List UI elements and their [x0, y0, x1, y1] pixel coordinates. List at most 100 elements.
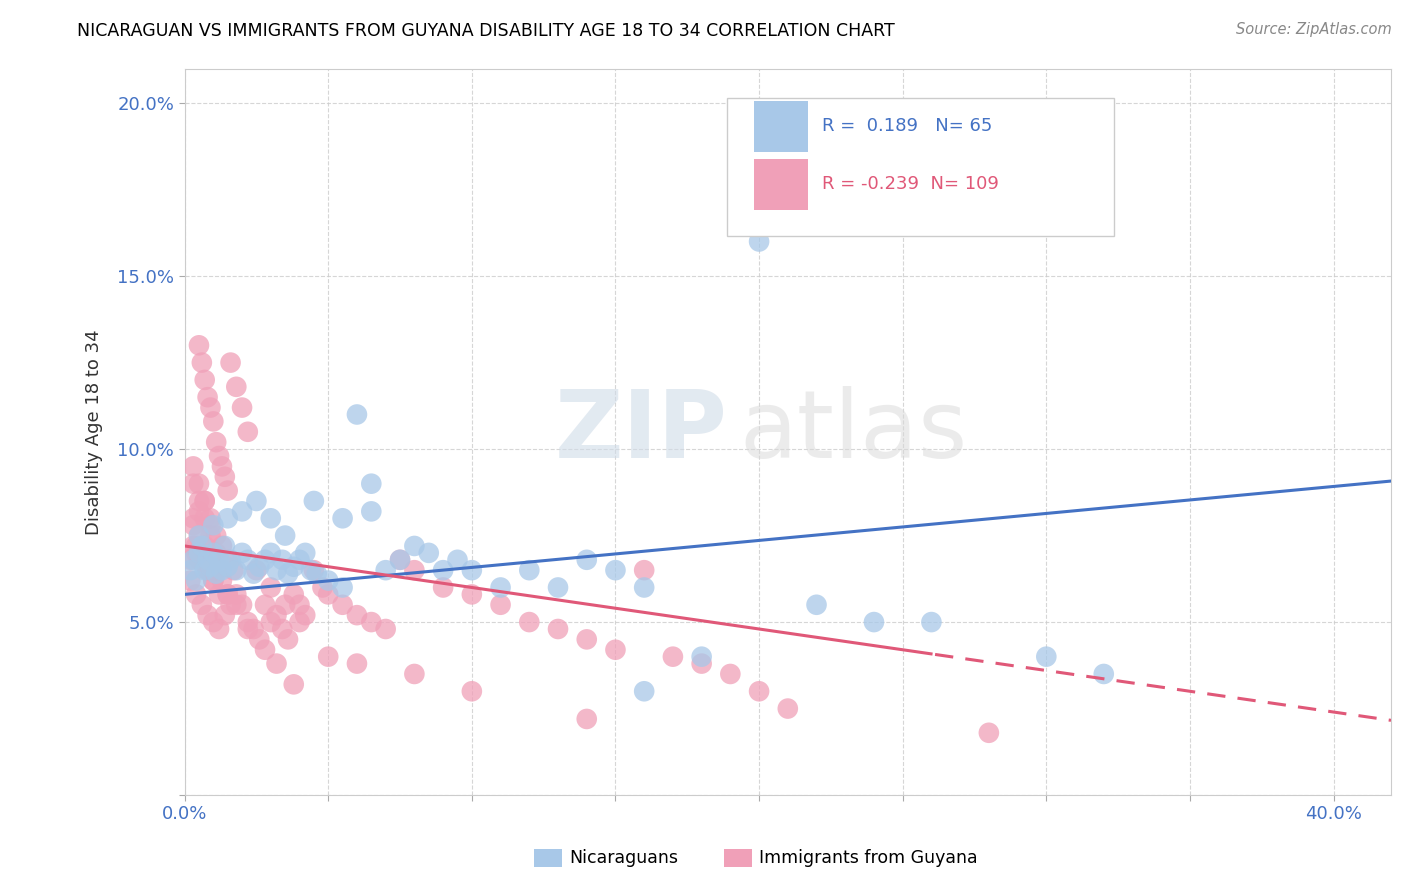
Point — [188, 338, 211, 352]
Point — [188, 546, 211, 560]
Point — [181, 459, 204, 474]
Point — [360, 476, 382, 491]
Point — [247, 559, 270, 574]
Point — [205, 563, 228, 577]
Point — [202, 414, 225, 428]
Point — [200, 553, 222, 567]
Point — [211, 459, 233, 474]
Point — [260, 615, 283, 629]
Point — [575, 712, 598, 726]
Point — [806, 598, 828, 612]
Point — [194, 511, 217, 525]
Point — [316, 587, 339, 601]
FancyBboxPatch shape — [754, 159, 808, 210]
Point — [748, 235, 770, 249]
Point — [184, 546, 207, 560]
Point — [225, 587, 247, 601]
Point — [254, 642, 277, 657]
Point — [217, 559, 239, 574]
Point — [184, 574, 207, 588]
Point — [432, 563, 454, 577]
Text: Immigrants from Guyana: Immigrants from Guyana — [759, 849, 977, 867]
Point — [208, 622, 231, 636]
Point — [194, 563, 217, 577]
Point — [404, 563, 426, 577]
Point — [181, 553, 204, 567]
Point — [202, 546, 225, 560]
Point — [191, 539, 214, 553]
Point — [197, 563, 219, 577]
Point — [547, 581, 569, 595]
Point — [404, 667, 426, 681]
Point — [202, 574, 225, 588]
Y-axis label: Disability Age 18 to 34: Disability Age 18 to 34 — [86, 329, 103, 534]
Point — [633, 684, 655, 698]
Point — [374, 563, 396, 577]
Point — [633, 563, 655, 577]
Point — [208, 587, 231, 601]
Point — [208, 449, 231, 463]
Text: R = -0.239  N= 109: R = -0.239 N= 109 — [821, 176, 998, 194]
Point — [547, 622, 569, 636]
Point — [191, 598, 214, 612]
Point — [231, 504, 253, 518]
Text: atlas: atlas — [740, 386, 967, 478]
Text: R =  0.189   N= 65: R = 0.189 N= 65 — [821, 118, 993, 136]
Point — [197, 608, 219, 623]
Point — [214, 469, 236, 483]
Point — [188, 553, 211, 567]
Point — [418, 546, 440, 560]
Point — [346, 408, 368, 422]
Point — [219, 355, 242, 369]
Point — [283, 587, 305, 601]
Point — [219, 553, 242, 567]
Point — [316, 574, 339, 588]
Point — [179, 563, 201, 577]
Point — [202, 574, 225, 588]
Point — [332, 511, 354, 525]
Point — [332, 581, 354, 595]
Point — [748, 684, 770, 698]
Point — [266, 608, 288, 623]
Point — [277, 632, 299, 647]
Point — [197, 563, 219, 577]
FancyBboxPatch shape — [727, 97, 1114, 235]
Point — [277, 566, 299, 581]
Point — [461, 684, 484, 698]
Point — [274, 528, 297, 542]
Point — [211, 563, 233, 577]
Point — [194, 373, 217, 387]
Point — [662, 649, 685, 664]
Point — [389, 553, 412, 567]
Text: NICARAGUAN VS IMMIGRANTS FROM GUYANA DISABILITY AGE 18 TO 34 CORRELATION CHART: NICARAGUAN VS IMMIGRANTS FROM GUYANA DIS… — [77, 22, 896, 40]
Point — [200, 401, 222, 415]
Point — [302, 494, 325, 508]
Point — [219, 598, 242, 612]
Point — [184, 587, 207, 601]
Point — [205, 566, 228, 581]
Text: Source: ZipAtlas.com: Source: ZipAtlas.com — [1236, 22, 1392, 37]
Point — [222, 563, 245, 577]
Point — [188, 528, 211, 542]
Point — [311, 581, 333, 595]
Point — [283, 559, 305, 574]
Point — [299, 563, 322, 577]
Point — [489, 581, 512, 595]
Point — [205, 435, 228, 450]
Point — [236, 553, 259, 567]
Point — [360, 615, 382, 629]
Point — [446, 553, 468, 567]
Point — [316, 649, 339, 664]
Point — [288, 615, 311, 629]
Point — [332, 598, 354, 612]
Text: Nicaraguans: Nicaraguans — [569, 849, 679, 867]
Point — [225, 380, 247, 394]
Point — [181, 476, 204, 491]
Point — [188, 476, 211, 491]
Point — [389, 553, 412, 567]
Point — [236, 425, 259, 439]
Point — [217, 587, 239, 601]
Point — [181, 518, 204, 533]
Point — [360, 504, 382, 518]
Point — [920, 615, 942, 629]
